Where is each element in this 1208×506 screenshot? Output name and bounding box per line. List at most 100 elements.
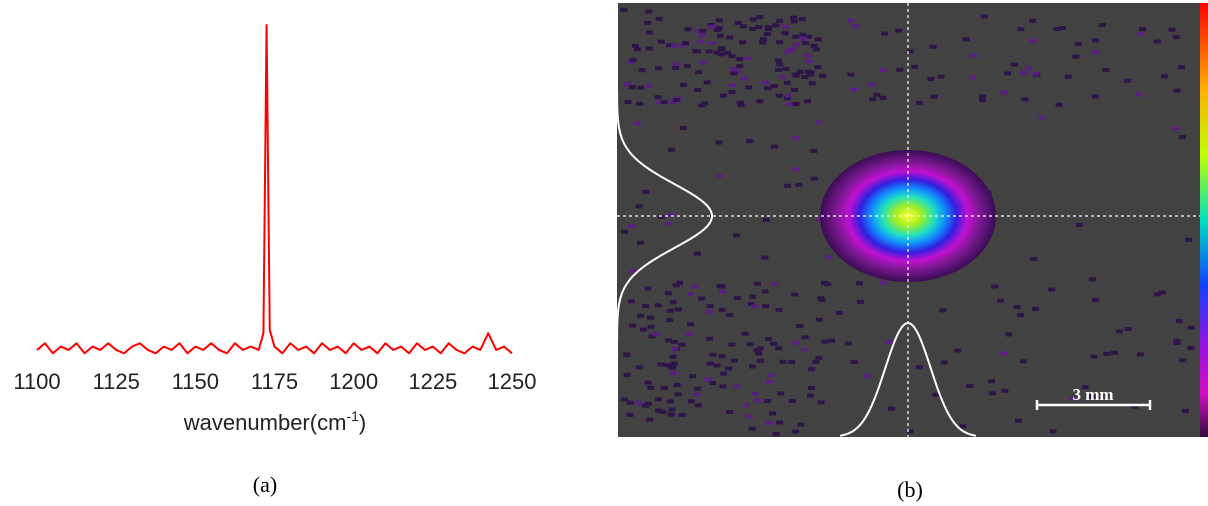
noise-pixel — [635, 204, 643, 209]
noise-pixel — [821, 339, 829, 344]
noise-pixel — [668, 147, 676, 152]
noise-pixel — [685, 332, 693, 337]
noise-pixel — [775, 307, 783, 312]
noise-pixel — [718, 354, 726, 359]
noise-pixel — [707, 24, 715, 29]
noise-pixel — [705, 49, 713, 54]
x-tick-label: 1150 — [172, 369, 219, 394]
noise-pixel — [715, 25, 723, 30]
noise-pixel — [911, 64, 919, 69]
noise-pixel — [803, 53, 811, 58]
caption: (b) — [897, 477, 923, 502]
noise-pixel — [1014, 418, 1022, 423]
noise-pixel — [1029, 38, 1037, 43]
noise-pixel — [797, 422, 805, 427]
noise-pixel — [657, 39, 665, 44]
noise-pixel — [627, 60, 635, 65]
noise-pixel — [1000, 90, 1008, 95]
noise-pixel — [691, 284, 698, 289]
x-tick-label: 1250 — [488, 369, 537, 394]
x-tick-label: 1125 — [93, 369, 140, 394]
noise-pixel — [776, 62, 784, 67]
noise-pixel — [808, 81, 816, 86]
noise-pixel — [879, 280, 887, 285]
noise-pixel — [795, 182, 803, 187]
noise-pixel — [801, 75, 809, 80]
noise-pixel — [825, 255, 833, 260]
x-axis-label: wavenumber(cm-1) — [183, 408, 366, 435]
noise-pixel — [864, 374, 872, 378]
noise-pixel — [776, 18, 784, 23]
noise-pixel — [792, 34, 800, 39]
noise-pixel — [748, 426, 756, 431]
noise-pixel — [855, 281, 863, 286]
noise-pixel — [674, 392, 682, 397]
noise-pixel — [799, 32, 807, 37]
noise-pixel — [644, 286, 652, 291]
noise-pixel — [856, 299, 864, 304]
scale-bar-label: 3 mm — [1072, 385, 1113, 404]
noise-pixel — [1070, 396, 1077, 401]
noise-pixel — [1124, 327, 1132, 331]
noise-pixel — [634, 47, 642, 52]
noise-pixel — [729, 67, 737, 72]
noise-pixel — [1139, 27, 1147, 32]
noise-pixel — [1048, 287, 1056, 292]
noise-pixel — [648, 334, 656, 339]
noise-pixel — [666, 308, 674, 313]
noise-pixel — [698, 33, 706, 38]
noise-pixel — [665, 338, 672, 343]
noise-pixel — [1173, 341, 1181, 345]
noise-pixel — [660, 386, 668, 390]
noise-pixel — [720, 93, 727, 98]
noise-pixel — [666, 399, 674, 404]
noise-pixel — [678, 342, 686, 347]
noise-pixel — [798, 17, 806, 22]
noise-pixel — [772, 432, 780, 437]
noise-pixel — [645, 83, 653, 88]
noise-pixel — [670, 339, 678, 344]
beam-profile-panel: 3 mm (b) — [616, 3, 1208, 502]
noise-pixel — [1017, 27, 1025, 32]
noise-pixel — [796, 69, 804, 74]
colorbar — [1200, 3, 1208, 437]
noise-pixel — [1049, 429, 1057, 434]
noise-pixel — [664, 291, 672, 296]
noise-pixel — [674, 307, 682, 312]
noise-pixel — [765, 337, 772, 341]
noise-pixel — [764, 399, 772, 404]
noise-pixel — [1030, 257, 1038, 261]
noise-pixel — [694, 403, 702, 408]
noise-pixel — [1064, 74, 1072, 79]
noise-pixel — [906, 429, 914, 434]
noise-pixel — [770, 282, 778, 287]
noise-pixel — [1173, 88, 1181, 93]
noise-pixel — [850, 87, 857, 92]
noise-pixel — [679, 43, 686, 48]
noise-pixel — [763, 32, 771, 36]
noise-pixel — [1031, 306, 1039, 311]
noise-pixel — [810, 176, 818, 181]
noise-layer — [620, 7, 1195, 437]
noise-pixel — [1185, 237, 1193, 242]
noise-pixel — [1136, 352, 1144, 357]
noise-pixel — [1102, 67, 1110, 72]
noise-pixel — [716, 33, 724, 38]
noise-pixel — [767, 373, 775, 378]
noise-pixel — [636, 240, 644, 245]
noise-pixel — [770, 341, 778, 346]
noise-pixel — [683, 64, 691, 69]
noise-pixel — [761, 255, 769, 260]
noise-pixel — [716, 283, 724, 288]
noise-pixel — [1172, 35, 1180, 40]
noise-pixel — [733, 295, 741, 300]
noise-pixel — [746, 342, 754, 347]
noise-pixel — [686, 292, 694, 297]
noise-pixel — [784, 50, 792, 54]
noise-pixel — [801, 335, 809, 340]
noise-pixel — [695, 70, 703, 75]
noise-pixel — [751, 391, 759, 396]
noise-pixel — [962, 37, 970, 42]
noise-pixel — [1103, 351, 1111, 356]
noise-pixel — [717, 52, 725, 57]
